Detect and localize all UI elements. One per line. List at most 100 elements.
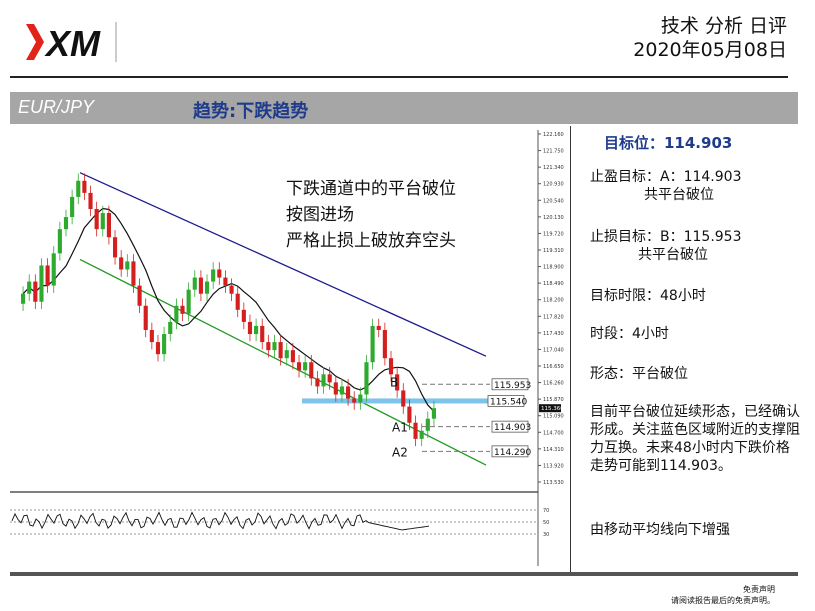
candle-body [162,334,167,355]
level-name: A2 [392,445,408,459]
level-name: B [390,375,398,389]
candle-body [321,374,326,387]
candle-body [186,289,191,314]
candle-body [370,325,375,363]
candle-body [192,277,197,290]
candle-body [419,430,424,439]
annotation-line-2: 按图进场 [286,205,354,225]
candle-body [106,213,111,238]
level-label-box [491,378,529,391]
candle-body [112,237,118,258]
rsi-level-label: 50 [543,520,549,526]
candle-body [346,386,351,399]
candle-body [119,257,124,270]
candle-body [131,261,136,286]
current-price-label: 115.360 [541,406,564,412]
candle-body [223,277,228,286]
channel-lower-line [79,258,487,466]
level-label: 115.540 [490,397,527,407]
annotation-line-1: 下跌通道中的平台破位 [286,179,456,199]
candle-body [395,374,400,391]
candle-body [229,285,234,294]
candle-body [57,229,62,254]
header-divider [10,76,788,78]
candle-body [254,325,259,335]
candle-body [309,362,314,379]
y-tick-label: 113.920 [543,463,564,469]
candle-body [401,390,406,407]
current-price-box [539,404,561,413]
y-tick-label: 119.310 [543,248,564,254]
candle-body [290,350,295,363]
candle-body [247,321,253,335]
level-label-box [491,420,529,433]
candle-body [198,277,203,294]
candle-body [88,192,93,210]
candle-body [33,281,38,302]
rsi-level-label: 70 [543,508,549,514]
report-title: 技术 分析 日评 [660,15,787,37]
panel-divider [570,126,571,572]
candle-body [76,180,81,197]
y-tick-label: 118.490 [543,281,564,287]
candle-body [413,422,418,439]
y-tick-label: 122.160 [543,132,564,138]
y-tick-label: 119.720 [543,231,564,237]
y-tick-label: 117.820 [543,314,564,320]
y-tick-label: 116.260 [543,381,564,387]
report-header: 技术 分析 日评 2020年05月08日 [633,14,787,62]
currency-pair: EUR/JPY [18,97,95,117]
pattern-text: 形态：平台破位 [590,366,688,382]
candle-body [352,398,357,403]
y-tick-label: 115.090 [543,414,564,420]
level-name: A1 [392,421,408,435]
candle-body [407,406,412,423]
candle-body [21,293,26,304]
stop-loss-block: 止损目标：B：115.953 共平台破位 [590,228,805,264]
trend-label: 趋势:下跌趋势 [193,101,309,122]
candle-body [125,261,130,270]
candle-body [284,350,289,359]
y-tick-label: 120.130 [543,215,564,221]
brand-logo: XM [26,22,117,64]
candle-body [382,329,387,359]
report-date: 2020年05月08日 [633,39,787,61]
candle-body [327,374,332,383]
candle-body [100,213,105,230]
take-profit-note: 共平台破位 [644,187,714,203]
y-tick-label: 121.340 [543,165,564,171]
y-tick-label: 115.870 [543,397,564,403]
title-banner: EUR/JPY 趋势:下跌趋势 [10,92,798,124]
y-tick-label: 117.040 [543,347,564,353]
candle-body [39,265,44,302]
level-label-box [487,395,525,407]
candle-body [174,305,179,322]
annotation-line-3: 严格止损上破放弃空头 [286,231,456,251]
stop-loss-line: 止损目标：B：115.953 [590,229,742,245]
timeframe-text: 目标时限：48小时 [590,288,706,304]
candle-body [70,196,75,218]
take-profit-line: 止盈目标：A：114.903 [590,169,742,185]
candle-body [168,321,173,335]
take-profit-block: 止盈目标：A：114.903 共平台破位 [590,168,805,204]
candle-body [137,285,142,306]
candle-body [45,265,50,286]
candle-body [333,382,338,395]
candle-body [155,342,161,355]
candle-body [266,342,271,351]
disclaimer-title: 免责声明 [743,585,775,594]
candle-body [204,281,210,294]
candle-body [94,209,99,230]
disclaimer-text: 请阅读报告最后的免责声明。 [671,596,775,605]
candle-body [149,329,154,343]
candle-body [358,394,363,403]
candle-body [235,293,240,310]
candle-body [339,386,345,395]
brand-logo-text: XM [44,23,101,64]
disclaimer: 免责声明 请阅读报告最后的免责声明。 [671,584,775,606]
y-tick-label: 114.310 [543,447,564,453]
candle-body [211,269,216,282]
candle-body [303,362,308,371]
candle-body [180,305,185,314]
y-tick-label: 118.200 [543,298,564,304]
